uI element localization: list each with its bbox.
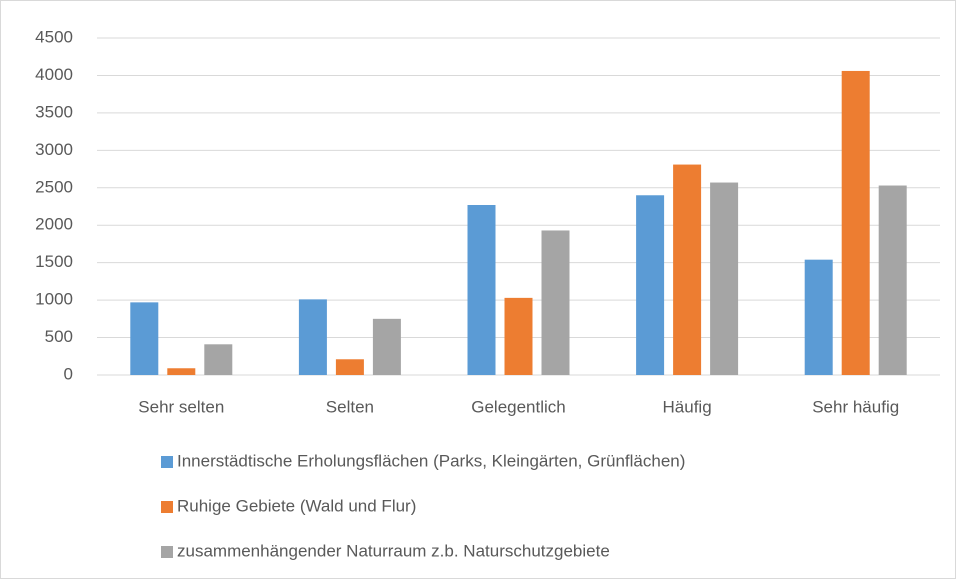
legend-label: Ruhige Gebiete (Wald und Flur) (177, 496, 416, 515)
legend-swatch (161, 456, 173, 468)
bar (372, 318, 401, 375)
x-tick-label: Sehr selten (138, 397, 224, 416)
y-tick-label: 3500 (35, 102, 73, 121)
legend-swatch (161, 501, 173, 513)
x-tick-label: Gelegentlich (471, 397, 566, 416)
x-tick-label: Häufig (663, 397, 712, 416)
y-tick-label: 2500 (35, 177, 73, 196)
bar (504, 297, 533, 375)
bar (878, 185, 907, 375)
y-tick-label: 1500 (35, 252, 73, 271)
x-tick-label: Selten (326, 397, 374, 416)
bar (673, 164, 702, 375)
bar (204, 344, 233, 375)
y-tick-label: 4500 (35, 27, 73, 46)
y-tick-label: 3000 (35, 140, 73, 159)
bar (841, 70, 870, 375)
y-tick-label: 2000 (35, 215, 73, 234)
bar (804, 259, 833, 375)
y-tick-label: 4000 (35, 65, 73, 84)
legend-swatch (161, 546, 173, 558)
bar (541, 230, 570, 375)
bar (130, 302, 159, 375)
legend-label: Innerstädtische Erholungsflächen (Parks,… (177, 451, 685, 470)
bar (710, 182, 739, 375)
x-tick-label: Sehr häufig (812, 397, 899, 416)
bar (335, 359, 364, 375)
legend-label: zusammenhängender Naturraum z.b. Natursc… (177, 541, 610, 560)
bar (298, 299, 327, 375)
bar (467, 205, 496, 375)
bar (636, 195, 665, 375)
y-tick-label: 500 (45, 327, 73, 346)
y-tick-label: 1000 (35, 290, 73, 309)
bar (167, 368, 196, 375)
y-tick-label: 0 (64, 364, 73, 383)
